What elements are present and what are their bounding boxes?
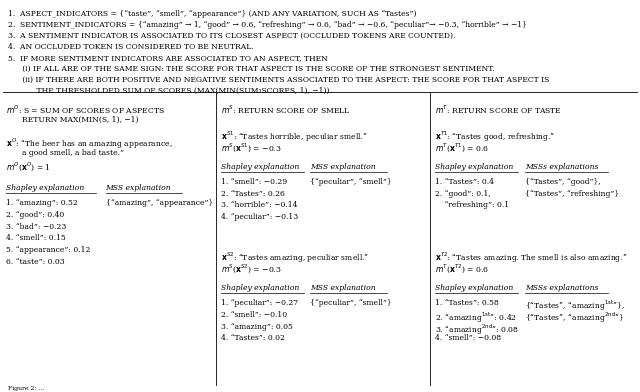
Text: $m^T$: RETURN SCORE OF TASTE: $m^T$: RETURN SCORE OF TASTE: [435, 104, 562, 116]
Text: {“Tastes”, “amazing$^{2\mathrm{nd}}$”}: {“Tastes”, “amazing$^{2\mathrm{nd}}$”}: [525, 311, 624, 325]
Text: 1.  ASPECT_INDICATORS = {“taste”, “smell”, “appearance”} (AND ANY VARIATION, SUC: 1. ASPECT_INDICATORS = {“taste”, “smell”…: [8, 10, 416, 18]
Text: MSS explanation: MSS explanation: [310, 284, 376, 292]
Text: $m^S$($\mathbf{x}^{S2}$) = −0.3: $m^S$($\mathbf{x}^{S2}$) = −0.3: [221, 263, 282, 276]
Text: 3. “horrible”: −0.14: 3. “horrible”: −0.14: [221, 201, 298, 209]
Text: 4. “peculiar”: −0.13: 4. “peculiar”: −0.13: [221, 213, 298, 221]
Text: 3. “bad”: −0.23: 3. “bad”: −0.23: [6, 223, 67, 230]
Text: a good smell, a bad taste.”: a good smell, a bad taste.”: [22, 149, 124, 156]
Text: Shapley explanation: Shapley explanation: [435, 163, 513, 171]
Text: 1. “Tastes”: 0.4: 1. “Tastes”: 0.4: [435, 178, 494, 186]
Text: Shapley explanation: Shapley explanation: [6, 184, 84, 192]
Text: 4. “smell”: 0.15: 4. “smell”: 0.15: [6, 234, 66, 242]
Text: Figure 2: ...: Figure 2: ...: [8, 386, 44, 391]
Text: 2.  SENTIMENT_INDICATORS = {“amazing” → 1, “good” → 0.6, “refreshing” → 0.6, “ba: 2. SENTIMENT_INDICATORS = {“amazing” → 1…: [8, 21, 527, 29]
Text: Shapley explanation: Shapley explanation: [221, 284, 299, 292]
Text: (ii) IF THERE ARE BOTH POSITIVE AND NEGATIVE SENTIMENTS ASSOCIATED TO THE ASPECT: (ii) IF THERE ARE BOTH POSITIVE AND NEGA…: [8, 76, 549, 83]
Text: MSS explanation: MSS explanation: [106, 184, 172, 192]
Text: {“peculiar”, “smell”}: {“peculiar”, “smell”}: [310, 299, 392, 307]
Text: Shapley explanation: Shapley explanation: [435, 284, 513, 292]
Text: MSSs explanations: MSSs explanations: [525, 284, 598, 292]
Text: MSS explanation: MSS explanation: [310, 163, 376, 171]
Text: 3. “amazing$^{2\mathrm{nd}}$”: 0.08: 3. “amazing$^{2\mathrm{nd}}$”: 0.08: [435, 323, 519, 337]
Text: {“peculiar”, “smell”}: {“peculiar”, “smell”}: [310, 178, 392, 186]
Text: “refreshing”: 0.1: “refreshing”: 0.1: [435, 201, 509, 209]
Text: 2. “amazing$^{1\mathrm{st}}$”: 0.42: 2. “amazing$^{1\mathrm{st}}$”: 0.42: [435, 311, 517, 325]
Text: {“Tastes”, “amazing$^{1\mathrm{st}}$”},: {“Tastes”, “amazing$^{1\mathrm{st}}$”},: [525, 299, 625, 314]
Text: 5. “appearance”: 0.12: 5. “appearance”: 0.12: [6, 246, 91, 254]
Text: RETURN MAX(MIN(S, 1), −1): RETURN MAX(MIN(S, 1), −1): [22, 116, 139, 123]
Text: $m^S$($\mathbf{x}^{S1}$) = −0.3: $m^S$($\mathbf{x}^{S1}$) = −0.3: [221, 142, 282, 154]
Text: 2. “good”: 0.1,: 2. “good”: 0.1,: [435, 190, 491, 198]
Text: MSSs explanations: MSSs explanations: [525, 163, 598, 171]
Text: $\mathbf{x}^O$: “The beer has an amazing appearance,: $\mathbf{x}^O$: “The beer has an amazing…: [6, 137, 173, 151]
Text: (i) IF ALL ARE OF THE SAME SIGN: THE SCORE FOR THAT ASPECT IS THE SCORE OF THE S: (i) IF ALL ARE OF THE SAME SIGN: THE SCO…: [8, 65, 494, 73]
Text: $\mathbf{x}^{S1}$: “Tastes horrible, peculiar smell.”: $\mathbf{x}^{S1}$: “Tastes horrible, pec…: [221, 130, 367, 144]
Text: {“amazing”, “appearance”}: {“amazing”, “appearance”}: [106, 199, 213, 207]
Text: 3. “amazing”: 0.05: 3. “amazing”: 0.05: [221, 323, 292, 330]
Text: {“Tastes”, “refreshing”}: {“Tastes”, “refreshing”}: [525, 190, 619, 198]
Text: $m^O$: S = SUM OF SCORES OF ASPECTS: $m^O$: S = SUM OF SCORES OF ASPECTS: [6, 104, 165, 116]
Text: 2. “good”: 0.40: 2. “good”: 0.40: [6, 211, 65, 219]
Text: {“Tastes”, “good”},: {“Tastes”, “good”},: [525, 178, 600, 186]
Text: $m^T$($\mathbf{x}^{T2}$) = 0.6: $m^T$($\mathbf{x}^{T2}$) = 0.6: [435, 263, 490, 276]
Text: 3.  A SENTIMENT INDICATOR IS ASSOCIATED TO ITS CLOSEST ASPECT (OCCLUDED TOKENS A: 3. A SENTIMENT INDICATOR IS ASSOCIATED T…: [8, 32, 455, 40]
Text: $\mathbf{x}^{T2}$: “Tastes amazing. The smell is also amazing.”: $\mathbf{x}^{T2}$: “Tastes amazing. The …: [435, 251, 628, 265]
Text: $\mathbf{x}^{T1}$: “Tastes good, refreshing.”: $\mathbf{x}^{T1}$: “Tastes good, refresh…: [435, 130, 556, 144]
Text: 4.  AN OCCLUDED TOKEN IS CONSIDERED TO BE NEUTRAL.: 4. AN OCCLUDED TOKEN IS CONSIDERED TO BE…: [8, 43, 253, 51]
Text: 1. “amazing”: 0.52: 1. “amazing”: 0.52: [6, 199, 78, 207]
Text: $m^T$($\mathbf{x}^{T1}$) = 0.6: $m^T$($\mathbf{x}^{T1}$) = 0.6: [435, 142, 490, 154]
Text: 4. “Tastes”: 0.02: 4. “Tastes”: 0.02: [221, 334, 285, 342]
Text: 1. “Tastes”: 0.58: 1. “Tastes”: 0.58: [435, 299, 499, 307]
Text: 4. “smell”: −0.08: 4. “smell”: −0.08: [435, 334, 501, 342]
Text: 2. “smell”: −0.10: 2. “smell”: −0.10: [221, 311, 287, 319]
Text: $\mathbf{x}^{S2}$: “Tastes amazing, peculiar smell.”: $\mathbf{x}^{S2}$: “Tastes amazing, pecu…: [221, 251, 369, 265]
Text: THE THRESHOLDED SUM OF SCORES (MAX(MIN(SUM₃SCORES, 1), −1)).: THE THRESHOLDED SUM OF SCORES (MAX(MIN(S…: [8, 87, 332, 94]
Text: 6. “taste”: 0.03: 6. “taste”: 0.03: [6, 258, 65, 266]
Text: 5.  IF MORE SENTIMENT INDICATORS ARE ASSOCIATED TO AN ASPECT, THEN: 5. IF MORE SENTIMENT INDICATORS ARE ASSO…: [8, 54, 328, 62]
Text: 2. “Tastes”: 0.26: 2. “Tastes”: 0.26: [221, 190, 285, 198]
Text: $m^S$: RETURN SCORE OF SMELL: $m^S$: RETURN SCORE OF SMELL: [221, 104, 351, 116]
Text: $m^O$($\mathbf{x}^O$) = 1: $m^O$($\mathbf{x}^O$) = 1: [6, 160, 51, 173]
Text: 1. “smell”: −0.29: 1. “smell”: −0.29: [221, 178, 287, 186]
Text: 1. “peculiar”: −0.27: 1. “peculiar”: −0.27: [221, 299, 298, 307]
Text: Shapley explanation: Shapley explanation: [221, 163, 299, 171]
